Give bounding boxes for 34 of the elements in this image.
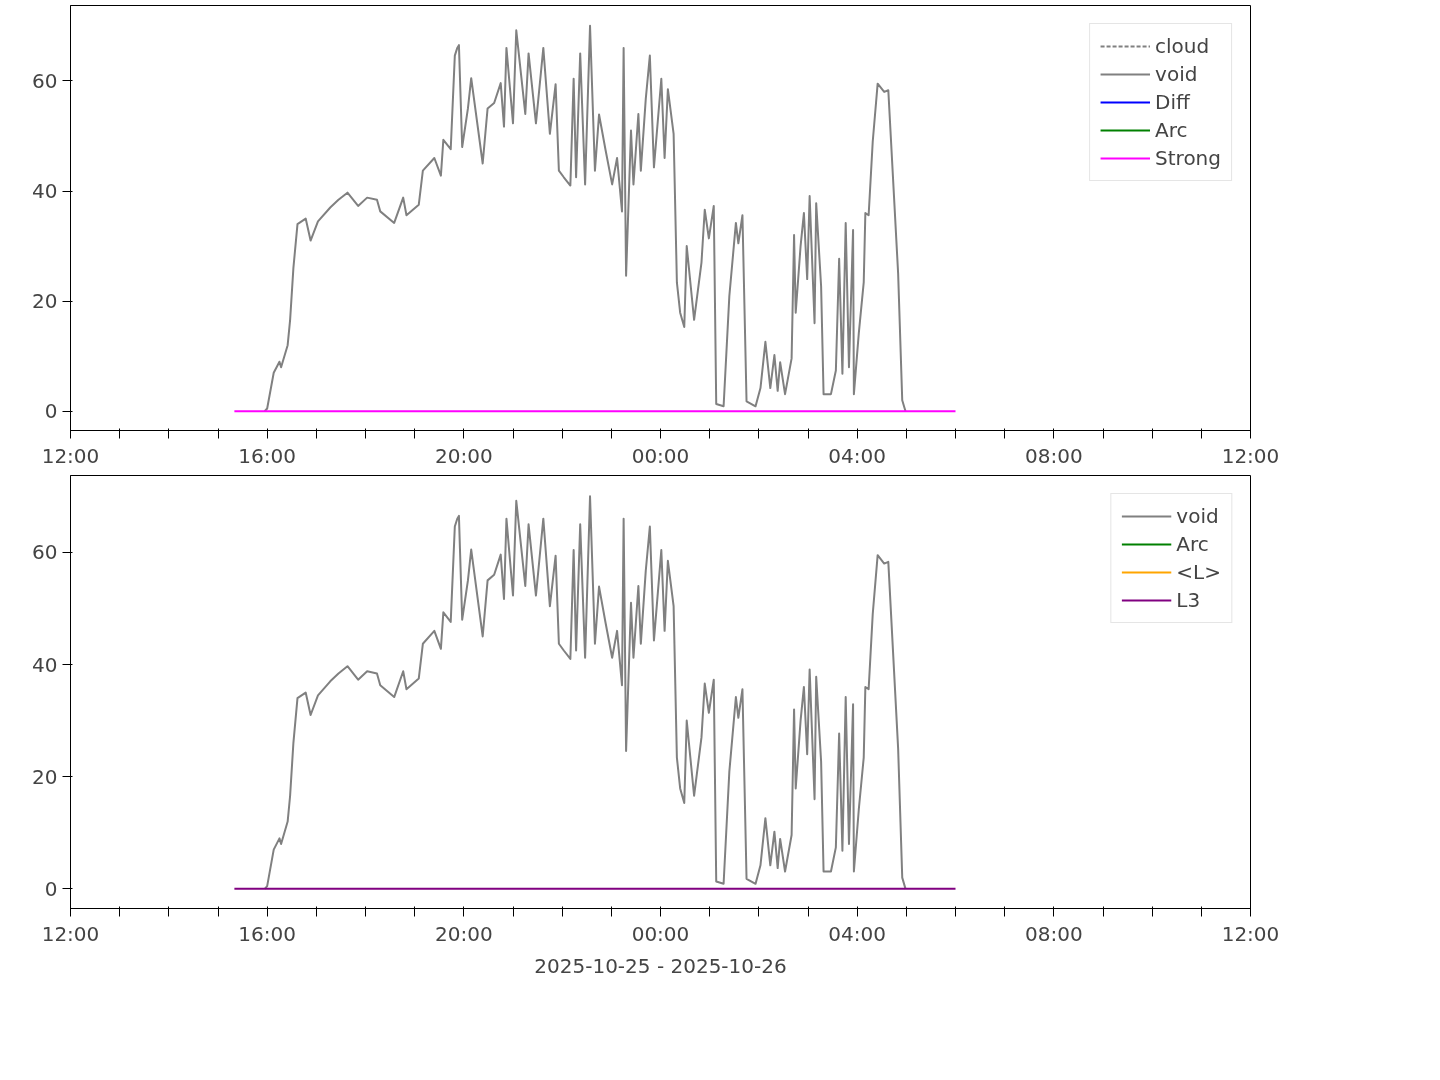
x-tick-label: 12:00	[41, 921, 100, 946]
legend-label: L3	[1176, 588, 1201, 612]
x-tick-label: 00:00	[631, 443, 690, 468]
x-tick-label: 12:00	[41, 443, 100, 468]
legend-label: Arc	[1176, 532, 1209, 556]
y-tick-label: 60	[32, 540, 58, 565]
y-tick-label: 40	[32, 652, 58, 677]
x-tick-label: 00:00	[631, 921, 690, 946]
x-tick-label: 04:00	[828, 443, 886, 468]
line-series	[263, 24, 907, 413]
x-tick-label: 20:00	[435, 921, 493, 946]
legend-label: cloud	[1155, 34, 1210, 58]
x-tick-label: 16:00	[238, 443, 296, 468]
legend-label: void	[1176, 504, 1219, 528]
y-tick-label: 20	[32, 289, 58, 314]
y-tick-label: 20	[32, 764, 58, 789]
legend-label: <L>	[1176, 560, 1221, 584]
legend-label: void	[1155, 62, 1198, 86]
y-tick-label: 0	[44, 876, 58, 901]
x-tick-label: 12:00	[1221, 921, 1280, 946]
x-tick-label: 20:00	[435, 443, 493, 468]
legend-label: Strong	[1155, 146, 1221, 170]
x-tick-label: 16:00	[238, 921, 296, 946]
line-series	[263, 495, 907, 890]
legend-label: Diff	[1155, 90, 1190, 114]
x-tick-label: 08:00	[1025, 443, 1083, 468]
x-tick-label: 08:00	[1025, 921, 1083, 946]
x-tick-label: 04:00	[828, 921, 886, 946]
legend-label: Arc	[1155, 118, 1188, 142]
y-tick-label: 60	[32, 68, 58, 93]
x-axis-title: 2025-10-25 - 2025-10-26	[534, 953, 787, 978]
y-tick-label: 0	[44, 399, 58, 424]
x-tick-label: 12:00	[1221, 443, 1280, 468]
y-tick-label: 40	[32, 179, 58, 204]
